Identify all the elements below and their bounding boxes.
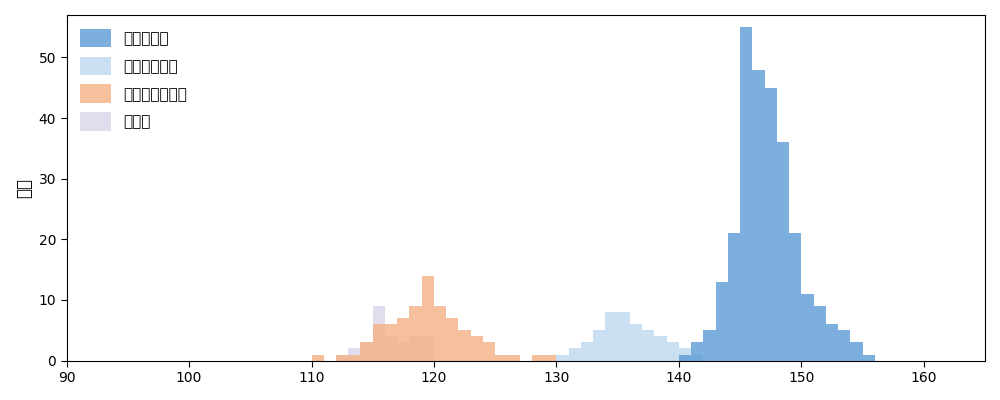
- Bar: [593, 330, 605, 360]
- Bar: [446, 318, 458, 360]
- Bar: [716, 282, 728, 360]
- Bar: [348, 348, 360, 360]
- Bar: [483, 342, 495, 360]
- Bar: [752, 70, 765, 360]
- Bar: [728, 233, 740, 360]
- Bar: [581, 342, 593, 360]
- Bar: [863, 354, 875, 360]
- Bar: [397, 318, 409, 360]
- Bar: [765, 88, 777, 360]
- Bar: [532, 354, 544, 360]
- Bar: [618, 312, 630, 360]
- Bar: [385, 336, 397, 360]
- Bar: [814, 306, 826, 360]
- Bar: [642, 330, 654, 360]
- Bar: [850, 342, 863, 360]
- Bar: [777, 142, 789, 360]
- Bar: [654, 336, 667, 360]
- Bar: [507, 354, 520, 360]
- Bar: [667, 342, 679, 360]
- Bar: [679, 348, 691, 360]
- Bar: [838, 330, 850, 360]
- Bar: [409, 336, 422, 360]
- Bar: [679, 354, 691, 360]
- Bar: [569, 348, 581, 360]
- Bar: [336, 354, 348, 360]
- Bar: [826, 324, 838, 360]
- Bar: [789, 233, 801, 360]
- Bar: [422, 276, 434, 360]
- Bar: [397, 342, 409, 360]
- Bar: [458, 330, 471, 360]
- Bar: [360, 342, 373, 360]
- Bar: [409, 306, 422, 360]
- Y-axis label: 球数: 球数: [15, 178, 33, 198]
- Bar: [630, 324, 642, 360]
- Legend: ストレート, カットボール, チェンジアップ, カーブ: ストレート, カットボール, チェンジアップ, カーブ: [74, 23, 193, 137]
- Bar: [740, 27, 752, 360]
- Bar: [544, 354, 556, 360]
- Bar: [495, 354, 507, 360]
- Bar: [703, 330, 716, 360]
- Bar: [348, 354, 360, 360]
- Bar: [471, 336, 483, 360]
- Bar: [556, 354, 569, 360]
- Bar: [385, 324, 397, 360]
- Bar: [434, 306, 446, 360]
- Bar: [312, 354, 324, 360]
- Bar: [801, 294, 814, 360]
- Bar: [691, 354, 703, 360]
- Bar: [605, 312, 618, 360]
- Bar: [373, 324, 385, 360]
- Bar: [691, 342, 703, 360]
- Bar: [373, 306, 385, 360]
- Bar: [422, 336, 434, 360]
- Bar: [336, 354, 348, 360]
- Bar: [360, 342, 373, 360]
